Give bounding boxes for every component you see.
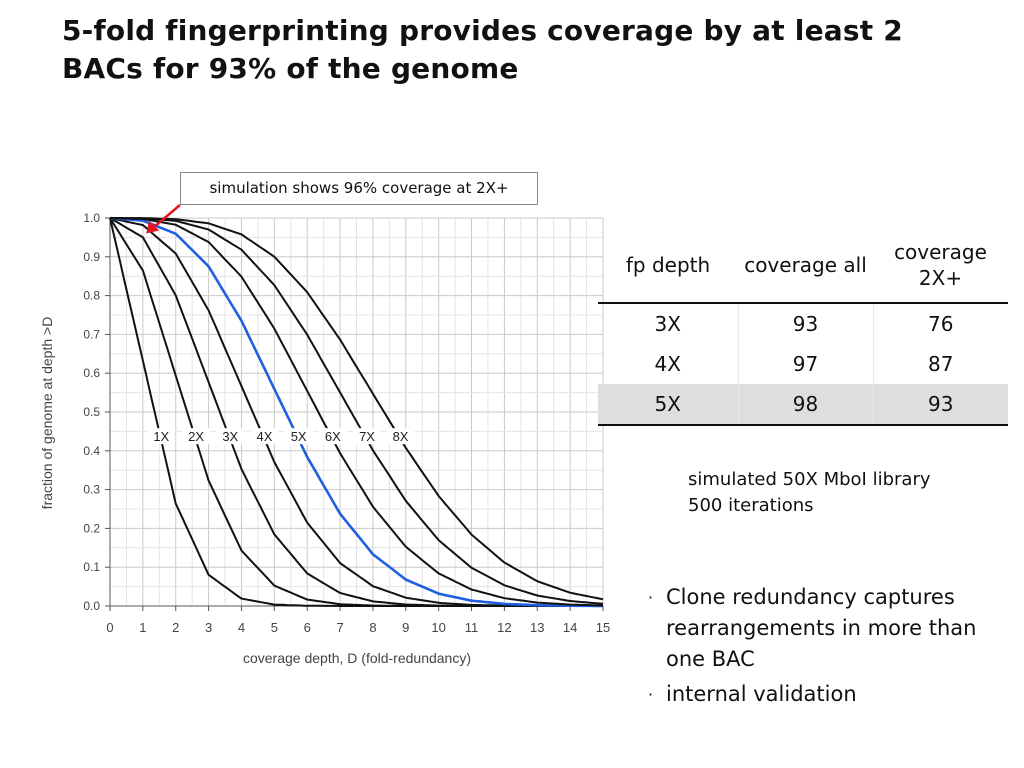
series-label: 8X [393,429,409,444]
list-item: · internal validation [648,679,1018,710]
x-tick-label: 5 [271,620,278,635]
x-tick-label: 13 [530,620,544,635]
series-label: 1X [153,429,169,444]
series-label: 6X [325,429,341,444]
y-tick-label: 0.1 [83,560,100,574]
table-cell: 76 [872,303,1008,344]
series-line-6x [109,217,604,607]
header-coverage-all: coverage all [738,228,873,304]
header-fp-depth: fp depth [598,228,738,304]
table-cell: 3X [654,312,681,336]
series-label: 2X [188,429,204,444]
list-item: · Clone redundancy captures rearrangemen… [648,582,1018,675]
chart-curves [109,216,604,608]
table-cell: 98 [737,384,873,426]
bullet-marker: · [648,588,654,607]
chart-grid [109,217,604,607]
x-tick-label: 11 [465,620,479,635]
series-label-bg [284,428,313,445]
y-tick-label: 0.8 [83,289,100,303]
x-tick-label: 14 [563,620,577,635]
coverage-chart: 0 1 2 3 4 5 6 7 8 9 10 11 12 13 14 150.00.10.20.30.40.5… [39,204,610,666]
series-line-7x [110,217,604,605]
y-tick-label: 0.9 [83,250,100,264]
chart-axes: 0 1 2 3 4 5 6 7 8 9 10 11 12 13 14 150.00.10.20.30.40.5… [83,211,610,635]
note-line-library: simulated 50X MboI library [688,469,931,490]
callout-arrow [146,204,181,234]
table-cell: 5X [598,384,738,426]
simulation-callout: simulation shows 96% coverage at 2X+ [180,172,538,205]
table-cell: 87 [872,344,1008,384]
bullet-text: internal validation [666,682,857,706]
table-row: 4X 97 87 [598,344,1008,384]
series-label: 5X [291,429,307,444]
y-tick-label: 0.4 [83,444,100,458]
page-title: 5-fold fingerprinting provides coverage … [62,14,903,85]
x-tick-label: 12 [497,620,511,635]
series-label: 4X [257,429,273,444]
series-label-bg [353,428,382,445]
x-tick-label: 8 [369,620,376,635]
coverage-table: fp depth coverage all coverage 2X+ 3X 93… [598,228,1008,426]
series-label: 3X [222,429,238,444]
series-line-8x [110,217,604,601]
series-label-bg [318,428,347,445]
series-label-bg [147,428,176,445]
x-tick-label: 9 [402,620,409,635]
series-label-bg [182,428,211,445]
table-cell: 93 [737,303,873,344]
note-line-iterations: 500 iterations [688,495,814,516]
arrow-shaft [151,204,181,230]
header-coverage-2x: coverage 2X+ [873,228,1008,304]
y-axis-title: fraction of genome at depth >D [39,317,55,510]
table-cell: 4X [654,352,681,376]
table-cell: 93 [872,384,1008,426]
y-tick-label: 1.0 [83,211,100,225]
y-tick-label: 0.0 [83,599,100,613]
series-label-bg [216,428,245,445]
y-tick-label: 0.6 [83,366,100,380]
y-tick-label: 0.3 [83,483,100,497]
y-tick-label: 0.5 [83,405,100,419]
series-label-bg [250,428,279,445]
arrow-head [146,220,160,234]
x-tick-label: 10 [431,620,445,635]
bullet-list: · Clone redundancy captures rearrangemen… [648,582,1018,714]
y-tick-label: 0.2 [83,521,100,535]
simulation-note: simulated 50X MboI library 500 iteration… [688,467,931,519]
x-tick-label: 6 [304,620,311,635]
bullet-text: Clone redundancy captures rearrangements… [666,585,977,671]
y-tick-label: 0.7 [83,327,100,341]
x-tick-label: 7 [336,620,343,635]
x-tick-label: 3 [205,620,212,635]
series-label-bg [386,428,415,445]
bullet-marker: · [648,685,654,704]
x-axis-title: coverage depth, D (fold-redundancy) [243,650,471,666]
table-header-row: fp depth coverage all coverage 2X+ [598,228,1008,304]
x-tick-label: 0 [106,620,113,635]
x-tick-label: 15 [596,620,610,635]
table-cell: 97 [737,344,873,384]
series-line-5x [109,216,603,608]
table-row-highlighted: 5X 98 93 [598,384,1008,426]
x-tick-label: 1 [139,620,146,635]
table-row: 3X 93 76 [598,303,1008,344]
x-tick-label: 4 [238,620,245,635]
series-label: 7X [359,429,375,444]
chart-series-labels: 1X 2X 3X 4X 5X 6X 7X 8X [147,428,415,445]
x-tick-label: 2 [172,620,179,635]
